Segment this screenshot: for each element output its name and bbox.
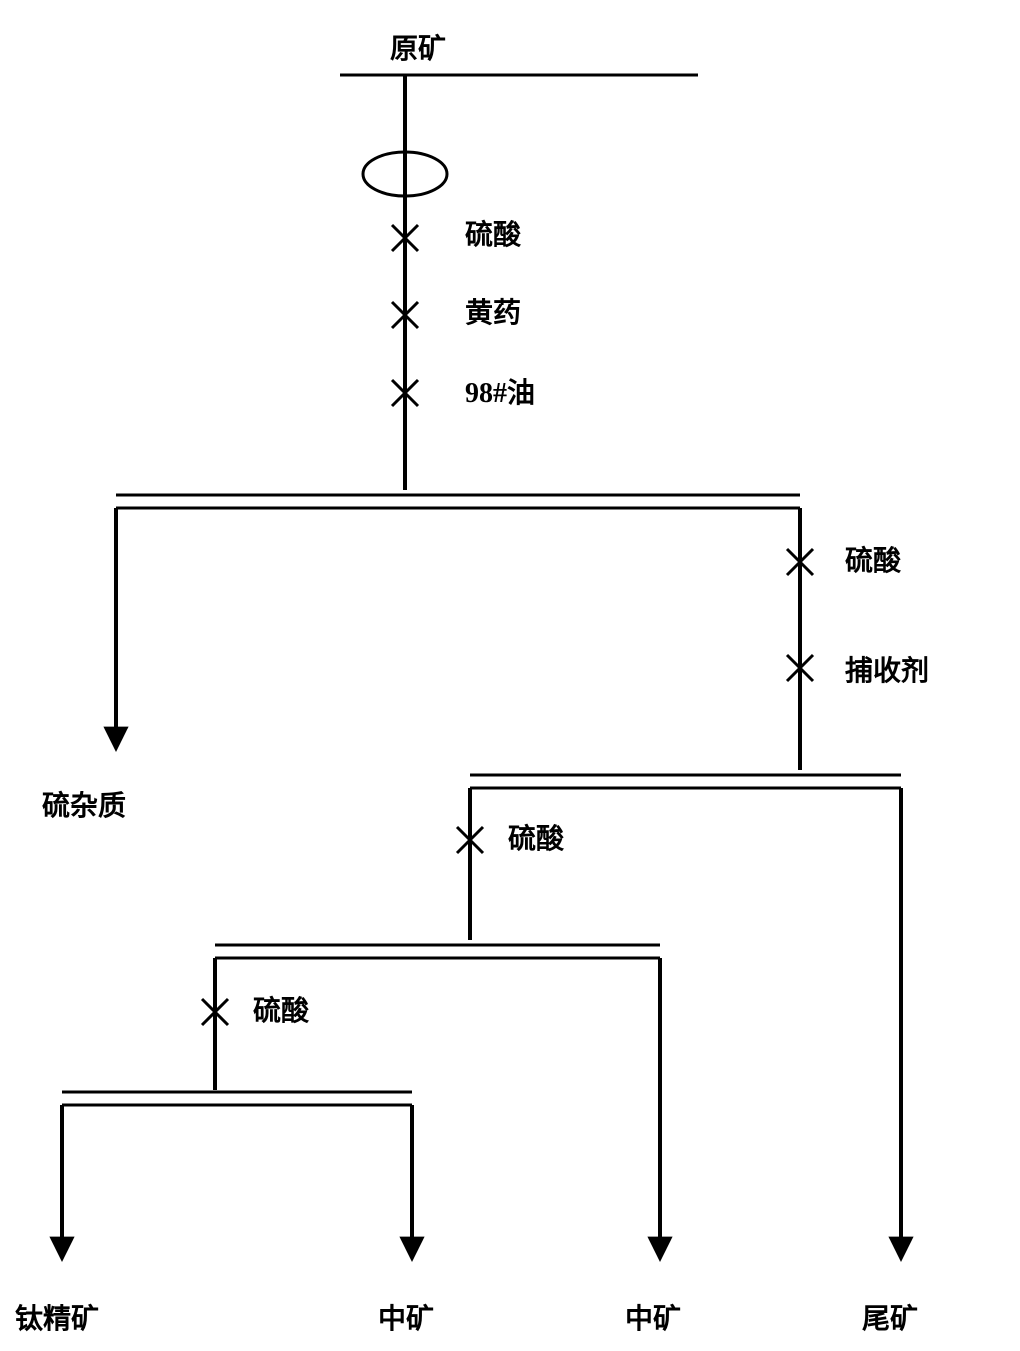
label-right1-reagent-0: 硫酸	[845, 544, 902, 577]
flowchart-diagram: 原矿硫酸黄药98#油硫杂质硫酸捕收剂尾矿硫酸中矿硫酸钛精矿中矿	[0, 0, 1020, 1351]
label-main-reagent-0: 硫酸	[465, 218, 522, 251]
label-middling-1: 中矿	[378, 1303, 434, 1335]
label-middling-2: 中矿	[625, 1303, 681, 1335]
label-main-reagent-1: 黄药	[465, 297, 521, 329]
label-main-reagent-2: 98#油	[465, 377, 535, 409]
label-sulfur-impurity: 硫杂质	[42, 789, 126, 822]
label-tailings: 尾矿	[862, 1303, 918, 1335]
label-left2-reagent-0: 硫酸	[508, 822, 565, 855]
label-raw-ore: 原矿	[390, 33, 446, 65]
label-left3-reagent-0: 硫酸	[253, 994, 310, 1027]
label-ti-concentrate: 钛精矿	[15, 1303, 99, 1335]
label-right1-reagent-1: 捕收剂	[845, 655, 929, 687]
